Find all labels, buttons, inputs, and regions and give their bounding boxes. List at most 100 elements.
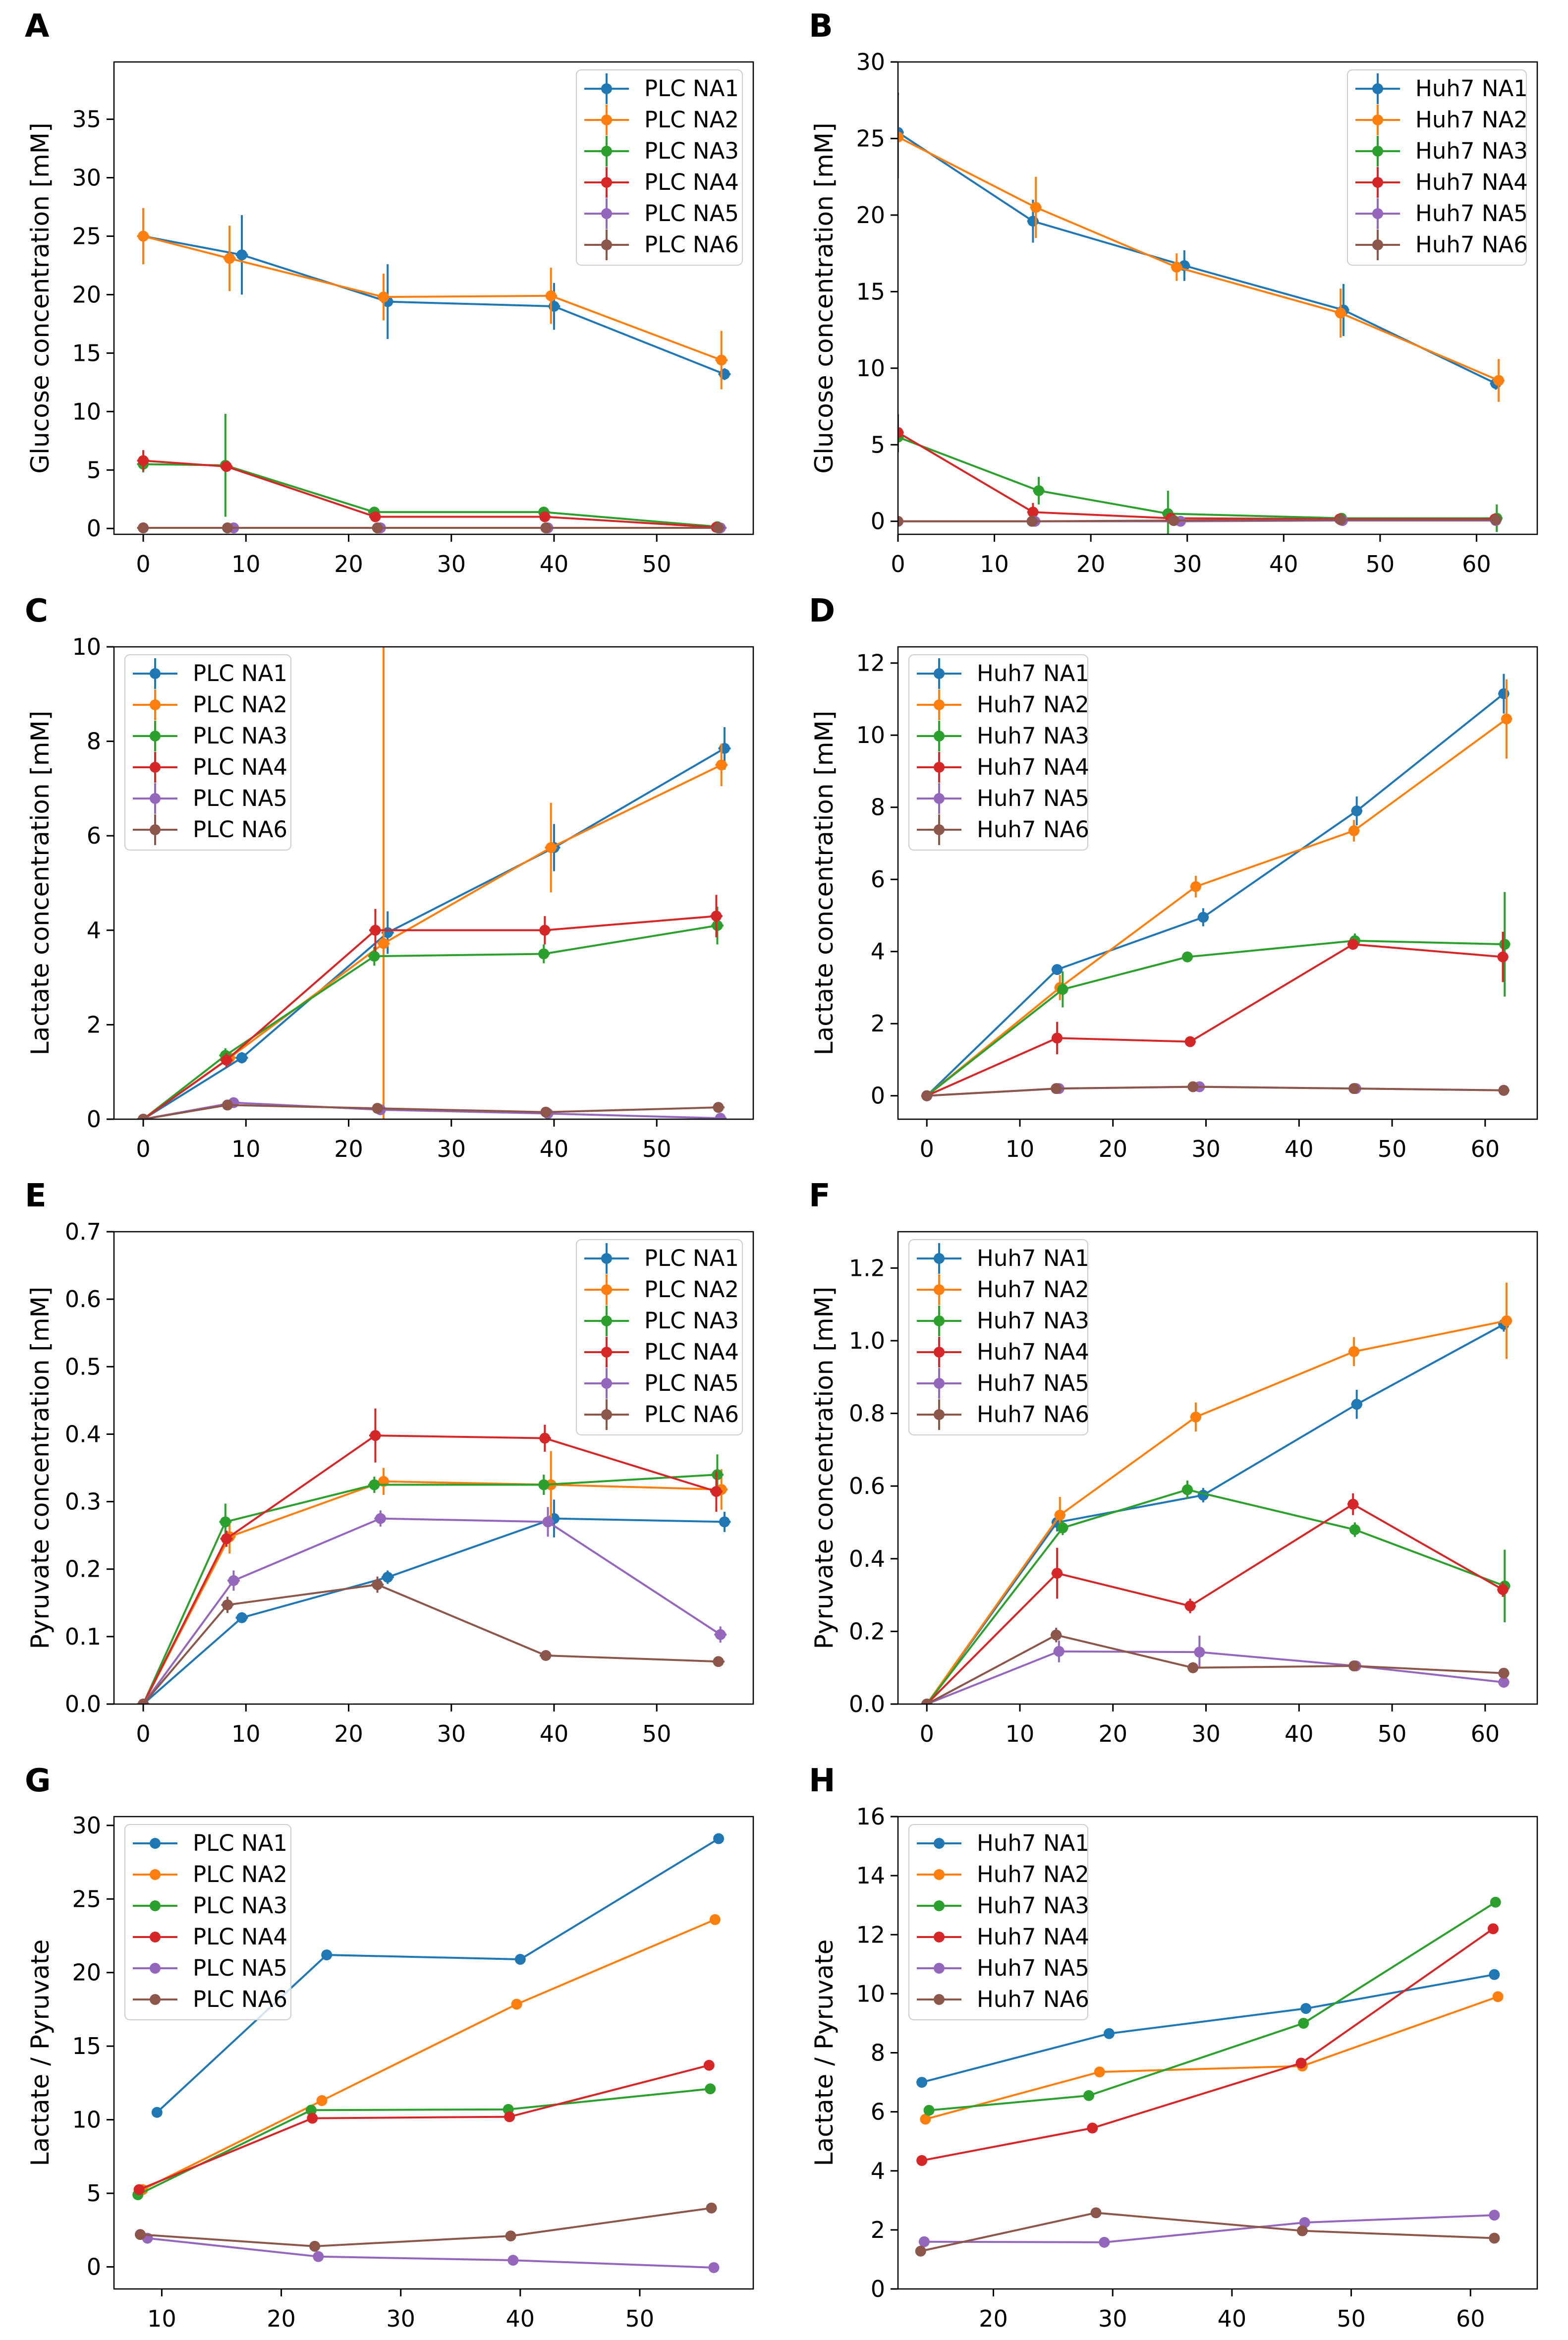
legend-item-huh7-na2: Huh7 NA2 [917, 1861, 1089, 1887]
y-tick-label: 15 [72, 340, 101, 366]
legend-item-huh7-na1: Huh7 NA1 [917, 1830, 1089, 1856]
series-line [156, 1837, 720, 2113]
data-point [918, 2236, 930, 2247]
x-tick-label: 10 [980, 551, 1009, 577]
data-point [135, 2229, 146, 2240]
data-point [713, 1656, 724, 1667]
plot-area [921, 674, 1512, 1101]
series-plc-na4 [133, 2059, 715, 2195]
legend-item-huh7-na6: Huh7 NA6 [917, 1399, 1089, 1430]
y-axis-label: Lactate concentration [mM] [26, 711, 55, 1056]
y-tick-label: 25 [72, 223, 101, 249]
legend-item-huh7-na3: Huh7 NA3 [917, 1892, 1089, 1919]
legend-item-huh7-na6: Huh7 NA6 [917, 1986, 1089, 2012]
data-point [1052, 964, 1063, 975]
data-point [370, 511, 381, 522]
data-point [1348, 825, 1360, 837]
data-point [228, 1575, 239, 1586]
legend-item-plc-na5: PLC NA5 [133, 783, 287, 814]
data-point [1489, 1969, 1500, 1980]
data-point [1190, 1411, 1201, 1423]
data-point [1051, 1629, 1062, 1641]
x-tick-label: 30 [1098, 2305, 1127, 2332]
x-tick-label: 0 [136, 1136, 150, 1162]
legend-marker-dot [150, 1900, 161, 1911]
x-tick-label: 20 [1098, 1720, 1127, 1747]
legend-marker-dot [934, 1900, 945, 1911]
series-line [142, 915, 717, 1119]
panel-f: F 01020304050600.00.20.40.60.81.01.2Time… [784, 1170, 1568, 1755]
panel-c: C 010203040500246810Time [h]Lactate conc… [0, 585, 784, 1170]
y-tick-label: 0.8 [849, 1400, 885, 1427]
legend-marker-dot [1372, 208, 1383, 219]
legend-marker-dot [934, 762, 945, 773]
legend-marker-dot [601, 1315, 612, 1326]
legend-marker-dot [934, 1253, 945, 1264]
legend-marker-dot [150, 731, 161, 742]
x-tick-label: 40 [1218, 2305, 1247, 2332]
data-point [539, 1432, 551, 1444]
y-tick-label: 6 [87, 822, 101, 849]
series-line [921, 1973, 1495, 2083]
series-huh7-na3 [921, 1481, 1511, 1704]
y-tick-label: 6 [871, 2099, 885, 2125]
legend-item-plc-na6: PLC NA6 [584, 229, 739, 260]
legend-label: Huh7 NA1 [977, 660, 1089, 686]
series-plc-na5 [142, 2232, 720, 2273]
data-point [369, 951, 380, 962]
data-point [1493, 375, 1505, 386]
x-tick-label: 50 [1378, 1720, 1407, 1747]
data-point [716, 354, 727, 366]
data-point [222, 1099, 233, 1111]
data-point [1499, 939, 1511, 950]
plot-area [898, 92, 1505, 534]
series-huh7-na5 [918, 2210, 1500, 2248]
data-point [236, 249, 247, 261]
data-point [1351, 805, 1362, 817]
legend-marker-dot [601, 114, 612, 125]
axes: 0 10 20 30 40 50 0 2 4 6 8 10 [72, 633, 671, 1162]
series-line [137, 2088, 711, 2196]
legend-label: PLC NA2 [193, 691, 287, 718]
data-point [1492, 1991, 1504, 2002]
legend-item-huh7-na2: Huh7 NA2 [917, 689, 1089, 720]
data-point [316, 2095, 328, 2106]
data-point [1190, 881, 1201, 892]
x-tick-label: 40 [1269, 551, 1298, 577]
data-point [923, 2105, 935, 2116]
y-tick-label: 0.2 [65, 1556, 101, 1583]
legend-item-plc-na3: PLC NA3 [133, 1892, 287, 1919]
legend-item-plc-na1: PLC NA1 [133, 658, 287, 689]
legend: Huh7 NA1 Huh7 NA2 Huh7 NA3 Huh7 NA4 Huh7 NA5… [908, 1824, 1089, 2020]
data-point [1094, 2066, 1105, 2078]
legend-item-plc-na2: PLC NA2 [584, 105, 739, 135]
data-point [133, 2184, 145, 2195]
series-plc-na6 [137, 1576, 725, 1704]
legend-marker-dot [1372, 146, 1383, 157]
y-tick-label: 10 [72, 398, 101, 425]
series-line [142, 1480, 722, 1704]
y-tick-label: 8 [87, 728, 101, 755]
data-point [916, 2155, 928, 2166]
y-tick-label: 30 [856, 49, 885, 75]
legend-item-plc-na4: PLC NA4 [584, 167, 739, 198]
x-tick-label: 50 [1337, 2305, 1366, 2332]
y-tick-label: 35 [72, 106, 101, 133]
x-tick-label: 40 [1285, 1720, 1314, 1747]
series-huh7-na1 [916, 1969, 1500, 2088]
legend-item-huh7-na2: Huh7 NA2 [1355, 105, 1528, 135]
legend-marker-dot [601, 146, 612, 157]
series-line [929, 1901, 1496, 2112]
legend-label: PLC NA2 [644, 1276, 739, 1303]
series-plc-na2 [137, 1914, 721, 2195]
legend-label: Huh7 NA4 [977, 1924, 1089, 1950]
data-point [1487, 1923, 1499, 1935]
legend-marker-dot [934, 824, 945, 835]
series-huh7-na3 [921, 892, 1511, 1101]
data-point [921, 1090, 933, 1101]
legend-box [1347, 69, 1527, 266]
data-point [1489, 2210, 1500, 2221]
legend-label: PLC NA6 [644, 231, 739, 258]
data-point [1489, 2232, 1500, 2244]
data-point [1498, 1677, 1510, 1688]
